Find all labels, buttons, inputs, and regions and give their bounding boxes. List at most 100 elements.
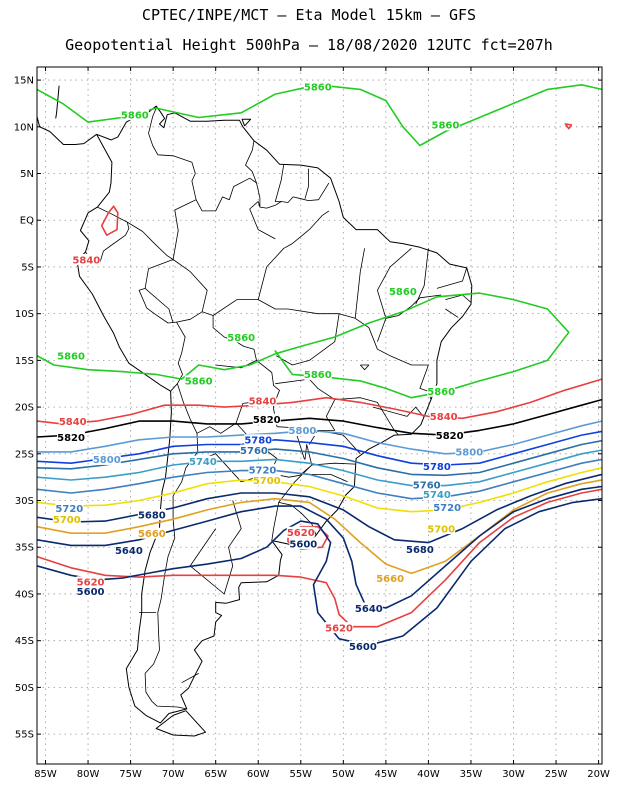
contour-label: 5640: [115, 546, 143, 557]
contour-label: 5780: [423, 462, 451, 473]
contour-label-bg: [252, 474, 281, 486]
contour-label-bg: [244, 434, 273, 446]
border-line: [278, 464, 317, 536]
contour-5740: [37, 449, 602, 487]
lon-tick-label: 65W: [204, 769, 227, 780]
contour-5620: [37, 488, 602, 628]
contour-5840: [37, 378, 602, 425]
contour-label: 5780: [244, 436, 272, 447]
contour-label-bg: [422, 488, 451, 500]
contour-label-bg: [76, 585, 105, 597]
lat-tick-label: 50S: [15, 683, 34, 694]
coastline: [241, 118, 252, 127]
border-line: [181, 673, 199, 684]
contour-label-bg: [114, 544, 143, 556]
contour-label-bg: [348, 640, 377, 652]
lon-tick-label: 60W: [247, 769, 270, 780]
border-line: [212, 299, 340, 316]
title-line-2: Geopotential Height 500hPa – 18/08/2020 …: [65, 36, 553, 54]
contour-label-bg: [72, 253, 101, 265]
contour-label: 5800: [93, 455, 121, 466]
border-line: [215, 360, 257, 369]
contour-label-bg: [303, 81, 332, 93]
contour-label: 5620: [325, 623, 353, 634]
border-line: [376, 247, 412, 319]
contour-5660: [37, 479, 602, 575]
border-line: [144, 433, 199, 710]
contour-label: 5600: [289, 539, 317, 550]
border-line: [445, 308, 459, 318]
lon-tick-label: 80W: [77, 769, 100, 780]
contour-label: 5860: [227, 333, 255, 344]
contour-5700: [37, 466, 602, 513]
lon-tick-label: 25W: [545, 769, 568, 780]
contour-5860: [37, 292, 570, 399]
lat-tick-label: 30S: [15, 496, 34, 507]
lat-tick-label: 35S: [15, 543, 34, 554]
contour-5620: [100, 205, 119, 236]
lon-tick-label: 40W: [417, 769, 440, 780]
lon-tick-label: 75W: [119, 769, 142, 780]
map-background: [37, 67, 602, 764]
contour-label: 5620: [287, 528, 315, 539]
contour-label-bg: [422, 460, 451, 472]
contour-label: 5600: [77, 587, 105, 598]
axis-ticks: 15N 10N 5N EQ 5S 10S 15S 20S 25S 30S 35S 40S 45S 50S 5…: [14, 67, 610, 780]
lat-tick-label: 25S: [15, 449, 34, 460]
lon-tick-label: 85W: [34, 769, 57, 780]
lat-tick-label: EQ: [20, 216, 34, 227]
coastline: [55, 85, 60, 119]
contour-label-bg: [289, 538, 318, 550]
contour-label-bg: [303, 368, 332, 380]
contour-label-bg: [227, 331, 256, 343]
lat-tick-label: 10N: [14, 122, 34, 133]
contour-label: 5660: [376, 574, 404, 585]
border-line: [436, 267, 468, 289]
contour-label: 5800: [455, 448, 483, 459]
contour-label-bg: [435, 429, 464, 441]
contour-5760: [37, 439, 602, 477]
contour-label: 5860: [432, 121, 460, 132]
contour-label: 5700: [53, 515, 81, 526]
contour-label: 5840: [430, 412, 458, 423]
contour-label-bg: [376, 572, 405, 584]
contour-5720: [37, 458, 602, 500]
contour-label-bg: [248, 395, 277, 407]
contour-label-bg: [58, 415, 87, 427]
contour-label: 5800: [289, 426, 317, 437]
contour-label-bg: [137, 509, 166, 521]
border-line: [304, 168, 309, 199]
contour-label-bg: [412, 479, 441, 491]
contour-label: 5740: [423, 490, 451, 501]
lon-tick-label: 35W: [460, 769, 483, 780]
border-line: [354, 248, 365, 319]
contour-label: 5620: [77, 578, 105, 589]
lat-tick-label: 15N: [14, 76, 34, 87]
lon-tick-label: 70W: [162, 769, 185, 780]
contour-label-bg: [239, 444, 268, 456]
contour-label: 5720: [433, 503, 461, 514]
lon-tick-label: 55W: [289, 769, 312, 780]
contour-label: 5700: [427, 524, 455, 535]
contour-label-bg: [354, 602, 383, 614]
lat-tick-label: 20S: [15, 403, 34, 414]
contour-label: 5680: [406, 545, 434, 556]
contour-label-bg: [431, 119, 460, 131]
contour-label: 5820: [436, 431, 464, 442]
contour-label-bg: [286, 526, 315, 538]
coastline: [198, 47, 211, 53]
lon-tick-label: 30W: [502, 769, 525, 780]
contour-label-bg: [325, 622, 354, 634]
contour-label: 5760: [413, 480, 441, 491]
contour-5820: [37, 398, 602, 438]
border-line: [249, 201, 276, 240]
contour-label: 5640: [355, 604, 383, 615]
contour-label-bg: [427, 385, 456, 397]
lat-tick-label: 5S: [21, 262, 34, 273]
lat-tick-label: 5N: [20, 169, 34, 180]
lat-tick-label: 40S: [15, 589, 34, 600]
border-line: [144, 288, 174, 324]
contour-5620: [564, 123, 573, 130]
contour-label: 5740: [189, 457, 217, 468]
